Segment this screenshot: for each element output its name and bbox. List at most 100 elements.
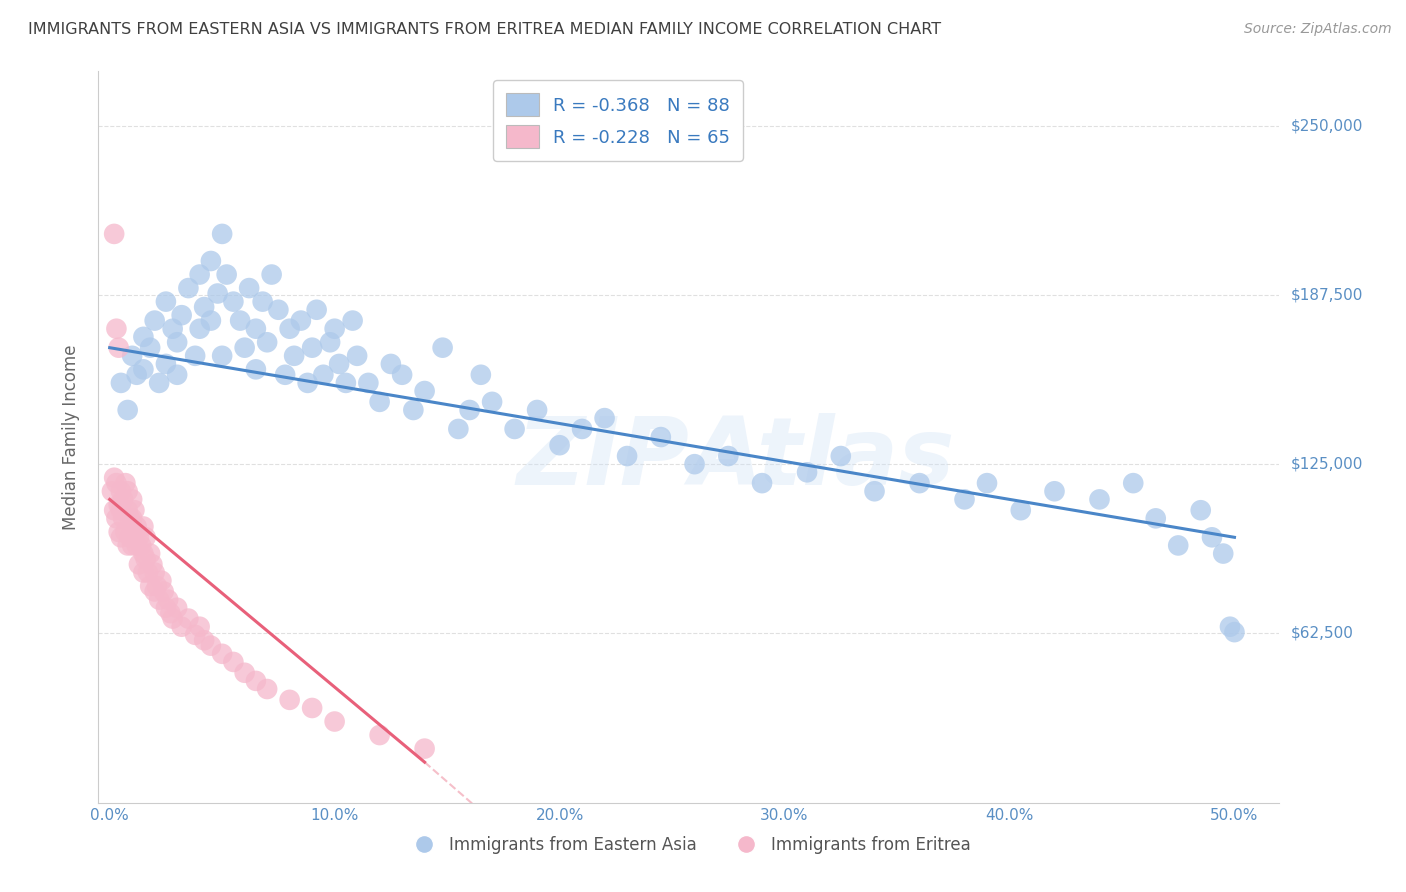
Point xyxy=(252,294,274,309)
Text: $62,500: $62,500 xyxy=(1291,626,1354,641)
Point xyxy=(107,524,129,539)
Text: $187,500: $187,500 xyxy=(1291,287,1362,302)
Point xyxy=(1223,625,1246,640)
Point xyxy=(121,511,143,525)
Point xyxy=(238,281,260,295)
Point xyxy=(717,449,740,463)
Point xyxy=(125,519,148,533)
Point xyxy=(368,395,391,409)
Point xyxy=(458,403,481,417)
Point xyxy=(616,449,638,463)
Point xyxy=(155,294,177,309)
Point xyxy=(278,693,301,707)
Point xyxy=(166,368,188,382)
Point xyxy=(105,322,128,336)
Point xyxy=(245,322,267,336)
Point xyxy=(200,639,222,653)
Point xyxy=(1122,476,1144,491)
Point xyxy=(283,349,305,363)
Point xyxy=(222,294,245,309)
Point xyxy=(233,665,256,680)
Point xyxy=(830,449,852,463)
Point xyxy=(297,376,319,390)
Point xyxy=(908,476,931,491)
Point xyxy=(121,349,143,363)
Point xyxy=(146,579,169,593)
Point xyxy=(125,538,148,552)
Point xyxy=(110,530,132,544)
Point xyxy=(139,579,162,593)
Text: ZIP: ZIP xyxy=(516,413,689,505)
Point xyxy=(200,313,222,327)
Point xyxy=(593,411,616,425)
Point xyxy=(121,538,143,552)
Point xyxy=(323,322,346,336)
Point xyxy=(211,647,233,661)
Point xyxy=(110,376,132,390)
Point xyxy=(110,503,132,517)
Point xyxy=(103,503,125,517)
Point xyxy=(323,714,346,729)
Point xyxy=(170,308,193,322)
Point xyxy=(1043,484,1066,499)
Point xyxy=(432,341,454,355)
Point xyxy=(132,330,155,344)
Point xyxy=(118,530,141,544)
Point xyxy=(335,376,357,390)
Point xyxy=(503,422,526,436)
Point xyxy=(863,484,886,499)
Point xyxy=(312,368,335,382)
Point xyxy=(222,655,245,669)
Point xyxy=(170,620,193,634)
Point xyxy=(132,566,155,580)
Point xyxy=(132,519,155,533)
Point xyxy=(132,362,155,376)
Point xyxy=(267,302,290,317)
Point xyxy=(188,620,211,634)
Point xyxy=(256,335,278,350)
Point xyxy=(976,476,998,491)
Point xyxy=(162,611,184,625)
Point xyxy=(1212,547,1234,561)
Point xyxy=(152,584,174,599)
Point xyxy=(184,349,207,363)
Point xyxy=(953,492,976,507)
Point xyxy=(215,268,238,282)
Point xyxy=(380,357,402,371)
Point xyxy=(751,476,773,491)
Point xyxy=(207,286,229,301)
Text: $250,000: $250,000 xyxy=(1291,118,1362,133)
Point xyxy=(526,403,548,417)
Point xyxy=(188,268,211,282)
Point xyxy=(150,574,173,588)
Text: Source: ZipAtlas.com: Source: ZipAtlas.com xyxy=(1244,22,1392,37)
Point xyxy=(447,422,470,436)
Point xyxy=(342,313,364,327)
Point xyxy=(650,430,672,444)
Point xyxy=(128,558,150,572)
Point xyxy=(166,600,188,615)
Point xyxy=(125,368,148,382)
Point xyxy=(188,322,211,336)
Point xyxy=(683,457,706,471)
Point xyxy=(135,552,157,566)
Point xyxy=(139,341,162,355)
Point xyxy=(305,302,328,317)
Point xyxy=(260,268,283,282)
Point xyxy=(278,322,301,336)
Point xyxy=(162,322,184,336)
Point xyxy=(211,349,233,363)
Point xyxy=(128,530,150,544)
Point xyxy=(193,300,215,314)
Point xyxy=(193,633,215,648)
Point xyxy=(114,476,136,491)
Point xyxy=(391,368,413,382)
Point xyxy=(319,335,342,350)
Point xyxy=(117,403,139,417)
Point xyxy=(211,227,233,241)
Point xyxy=(139,547,162,561)
Point xyxy=(136,566,159,580)
Point xyxy=(177,611,200,625)
Point xyxy=(143,566,166,580)
Point xyxy=(110,484,132,499)
